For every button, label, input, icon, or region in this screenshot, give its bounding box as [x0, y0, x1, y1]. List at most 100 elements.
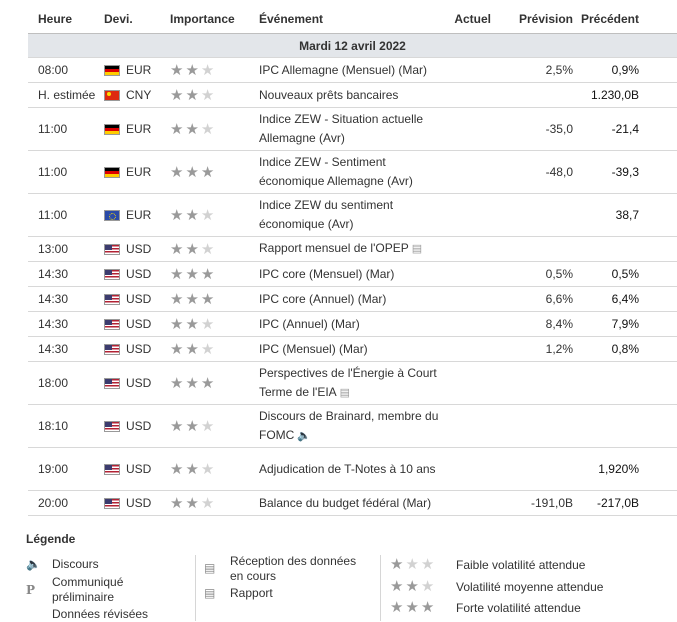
row-event[interactable]: Perspectives de l'Énergie à Court Terme … [259, 361, 452, 405]
speaker-icon: 🔈 [26, 557, 41, 571]
table-row[interactable]: 13:00 USD ★★★ Rapport mensuel de l'OPEP ▤ [28, 236, 677, 262]
row-time: 18:10 [28, 404, 104, 448]
table-row[interactable]: 11:00 EUR ★★★ Indice ZEW du sentiment écono… [28, 193, 677, 237]
row-actual [452, 490, 495, 516]
event-link[interactable]: Indice ZEW - Situation actuelle Allemagn… [259, 112, 424, 145]
flag-icon [104, 498, 120, 510]
row-event[interactable]: Balance du budget fédéral (Mar) [259, 490, 452, 516]
table-row[interactable]: 18:10 USD ★★★ Discours de Brainard, membre … [28, 404, 677, 448]
row-forecast: 1,2% [495, 336, 579, 362]
row-event[interactable]: IPC Allemagne (Mensuel) (Mar) [259, 57, 452, 83]
row-time: 14:30 [28, 261, 104, 287]
row-currency-code: EUR [126, 165, 152, 179]
event-link[interactable]: Indice ZEW - Sentiment économique Allema… [259, 155, 413, 188]
legend-revised-label: Données révisées [52, 607, 149, 621]
event-link[interactable]: IPC core (Mensuel) (Mar) [259, 266, 395, 281]
legend-preliminary: P Communiqué préliminaire [26, 575, 142, 605]
row-previous: 6,4% [579, 286, 677, 312]
flag-icon [104, 124, 120, 136]
flag-icon [104, 269, 120, 281]
row-currency-code: CNY [126, 88, 152, 102]
preliminary-icon: P [26, 583, 36, 597]
event-link[interactable]: Nouveaux prêts bancaires [259, 87, 399, 102]
row-actual [452, 82, 495, 108]
legend-preliminary-label: Communiqué préliminaire [52, 575, 124, 604]
row-currency-code: USD [126, 342, 152, 356]
flag-icon [104, 421, 120, 433]
table-row[interactable]: 14:30 USD ★★★ IPC core (Annuel) (Mar) 6,6% 6,… [28, 286, 677, 312]
row-currency: EUR [104, 193, 170, 237]
row-actual [452, 286, 495, 312]
event-link[interactable]: Discours de Brainard, membre du FOMC [259, 408, 439, 442]
table-row[interactable]: 18:00 USD ★★★ Perspectives de l'Énergie à C… [28, 361, 677, 405]
event-link[interactable]: IPC Allemagne (Mensuel) (Mar) [259, 62, 428, 77]
row-previous: 1.230,0B [579, 82, 677, 108]
legend-high-label: Forte volatilité attendue [456, 601, 581, 615]
row-event[interactable]: Indice ZEW - Sentiment économique Allema… [259, 150, 452, 194]
row-importance: ★★★ [170, 82, 259, 108]
star-rating-icon: ★★★ [170, 291, 217, 308]
table-row[interactable]: 11:00 EUR ★★★ Indice ZEW - Situation actuel… [28, 107, 677, 151]
speaker-icon[interactable]: 🔈 [297, 429, 312, 442]
row-previous: 38,7 [579, 193, 677, 237]
row-time: 13:00 [28, 236, 104, 262]
header-event[interactable]: Événement [259, 5, 452, 34]
flag-icon [104, 167, 120, 179]
row-time: 08:00 [28, 57, 104, 83]
row-forecast: -191,0B [495, 490, 579, 516]
legend-reception-label: Réception des données en cours [230, 554, 357, 583]
row-event[interactable]: IPC (Annuel) (Mar) [259, 311, 452, 337]
report-icon[interactable]: ▤ [411, 243, 423, 255]
table-row[interactable]: 14:30 USD ★★★ IPC core (Mensuel) (Mar) 0,5% 0… [28, 261, 677, 287]
row-event[interactable]: IPC core (Annuel) (Mar) [259, 286, 452, 312]
report-icon[interactable]: ▤ [339, 386, 351, 399]
row-forecast: 8,4% [495, 311, 579, 337]
table-row[interactable]: 19:00 USD ★★★ Adjudication de T-Notes à 10 … [28, 447, 677, 491]
row-currency-code: USD [126, 419, 152, 433]
flag-icon [104, 90, 120, 102]
row-forecast: 2,5% [495, 57, 579, 83]
event-link[interactable]: IPC (Mensuel) (Mar) [259, 341, 368, 356]
header-time[interactable]: Heure [28, 5, 104, 34]
table-row[interactable]: 11:00 EUR ★★★ Indice ZEW - Sentiment économ… [28, 150, 677, 194]
row-forecast [495, 193, 579, 237]
row-importance: ★★★ [170, 404, 259, 448]
table-row[interactable]: H. estimée CNY ★★★ Nouveaux prêts bancaires… [28, 82, 677, 108]
row-event[interactable]: Adjudication de T-Notes à 10 ans [259, 447, 452, 491]
two-star-icon: ★★★ [390, 578, 437, 595]
event-link[interactable]: Perspectives de l'Énergie à Court Terme … [259, 365, 437, 399]
table-row[interactable]: 20:00 USD ★★★ Balance du budget fédéral (Ma… [28, 490, 677, 516]
flag-icon [104, 294, 120, 306]
row-event[interactable]: IPC (Mensuel) (Mar) [259, 336, 452, 362]
table-row[interactable]: 08:00 EUR ★★★ IPC Allemagne (Mensuel) (Mar)… [28, 57, 677, 83]
row-event[interactable]: Indice ZEW du sentiment économique (Avr) [259, 193, 452, 237]
row-forecast [495, 447, 579, 491]
row-event[interactable]: Nouveaux prêts bancaires [259, 82, 452, 108]
row-actual [452, 261, 495, 287]
table-row[interactable]: 14:30 USD ★★★ IPC (Annuel) (Mar) 8,4% 7,9% [28, 311, 677, 337]
header-importance[interactable]: Importance [170, 5, 259, 34]
event-link[interactable]: IPC core (Annuel) (Mar) [259, 291, 387, 306]
event-link[interactable]: Balance du budget fédéral (Mar) [259, 495, 432, 510]
event-link[interactable]: Rapport mensuel de l'OPEP [259, 241, 409, 255]
header-previous[interactable]: Précédent [579, 5, 677, 34]
row-event[interactable]: Discours de Brainard, membre du FOMC 🔈 [259, 404, 452, 448]
header-forecast[interactable]: Prévision [495, 5, 579, 34]
row-event[interactable]: Indice ZEW - Situation actuelle Allemagn… [259, 107, 452, 151]
star-rating-icon: ★★★ [170, 62, 217, 79]
header-currency[interactable]: Devi. [104, 5, 170, 34]
row-previous: 7,9% [579, 311, 677, 337]
row-currency: USD [104, 490, 170, 516]
event-link[interactable]: IPC (Annuel) (Mar) [259, 316, 360, 331]
table-row[interactable]: 14:30 USD ★★★ IPC (Mensuel) (Mar) 1,2% 0,8% [28, 336, 677, 362]
row-event[interactable]: IPC core (Mensuel) (Mar) [259, 261, 452, 287]
row-previous [579, 361, 677, 405]
row-actual [452, 311, 495, 337]
row-currency: USD [104, 236, 170, 262]
row-event[interactable]: Rapport mensuel de l'OPEP ▤ [259, 236, 452, 262]
row-previous: 0,9% [579, 57, 677, 83]
header-actual[interactable]: Actuel [452, 5, 495, 34]
row-currency-code: USD [126, 376, 152, 390]
event-link[interactable]: Indice ZEW du sentiment économique (Avr) [259, 198, 394, 231]
event-link[interactable]: Adjudication de T-Notes à 10 ans [259, 461, 436, 476]
